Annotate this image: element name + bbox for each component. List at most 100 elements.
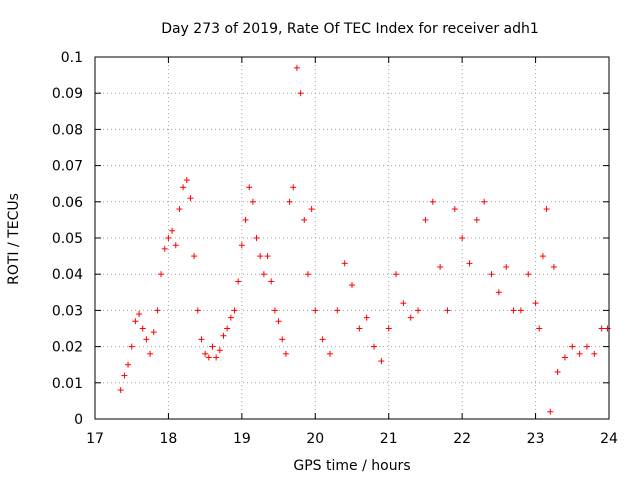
data-point <box>371 343 378 350</box>
data-point <box>260 271 267 278</box>
data-point <box>169 227 176 234</box>
x-tick-label: 20 <box>306 431 324 447</box>
y-tick-label: 0.01 <box>52 376 83 392</box>
data-point <box>238 242 245 249</box>
data-point <box>125 361 132 368</box>
data-point <box>253 235 260 241</box>
data-point <box>275 318 282 325</box>
data-point <box>220 332 227 339</box>
data-point <box>128 343 135 350</box>
data-point <box>459 235 466 241</box>
data-point <box>326 350 333 357</box>
data-point <box>286 198 293 205</box>
data-point <box>341 260 348 267</box>
data-point <box>246 184 253 191</box>
x-tick-label: 17 <box>86 431 104 447</box>
x-tick-label: 23 <box>527 431 545 447</box>
data-point <box>312 307 319 314</box>
data-point <box>510 307 517 314</box>
data-point <box>290 184 297 191</box>
data-point <box>136 311 143 318</box>
data-point <box>604 325 611 332</box>
data-point <box>429 198 436 205</box>
data-point <box>180 184 187 191</box>
data-point <box>143 336 150 343</box>
data-point <box>536 325 543 332</box>
y-tick-label: 0.08 <box>52 122 83 138</box>
data-point <box>363 314 370 321</box>
data-point <box>147 350 154 357</box>
data-point <box>517 307 524 314</box>
data-point <box>165 235 172 241</box>
data-point <box>158 271 165 278</box>
x-axis-label: GPS time / hours <box>293 458 410 474</box>
data-points <box>117 64 611 415</box>
y-axis-label: ROTI / TECUs <box>6 193 22 285</box>
y-tick-labels: 0 0.01 0.02 0.03 0.04 0.05 0.06 0.07 0.08 0.09 0.1 <box>52 50 83 428</box>
data-point <box>150 329 157 336</box>
data-point <box>209 343 216 350</box>
data-point <box>444 307 451 314</box>
data-point <box>224 325 231 332</box>
data-point <box>407 314 414 321</box>
y-tick-label: 0.02 <box>52 340 83 356</box>
data-point <box>268 278 275 285</box>
data-point <box>121 372 128 379</box>
data-point <box>378 358 385 365</box>
y-tick-label: 0.03 <box>52 303 83 319</box>
data-point <box>235 278 242 285</box>
data-point <box>356 325 363 332</box>
data-point <box>598 325 605 332</box>
y-tick-label: 0.07 <box>52 159 83 175</box>
data-point <box>532 300 539 307</box>
data-point <box>264 253 271 260</box>
y-tick-label: 0.06 <box>52 195 83 211</box>
data-point <box>385 325 392 332</box>
chart-title: Day 273 of 2019, Rate Of TEC Index for r… <box>161 21 539 37</box>
data-point <box>161 245 168 252</box>
x-tick-label: 19 <box>233 431 251 447</box>
data-point <box>319 336 326 343</box>
data-point <box>297 90 304 97</box>
data-point <box>301 216 308 223</box>
data-point <box>187 195 194 202</box>
data-point <box>400 300 407 307</box>
data-point <box>213 354 220 361</box>
data-point <box>271 307 278 314</box>
data-point <box>451 206 458 213</box>
data-point <box>293 64 300 71</box>
x-tick-label: 18 <box>160 431 178 447</box>
data-point <box>308 206 315 213</box>
data-point <box>242 216 249 223</box>
y-tick-label: 0.09 <box>52 86 83 102</box>
data-point <box>437 263 444 270</box>
data-point <box>227 314 234 321</box>
grid <box>95 57 609 419</box>
data-point <box>539 253 546 260</box>
data-point <box>139 325 146 332</box>
data-point <box>216 347 223 354</box>
data-point <box>415 307 422 314</box>
data-point <box>249 198 256 205</box>
data-point <box>279 336 286 343</box>
data-point <box>117 387 124 394</box>
y-tick-label: 0.04 <box>52 267 83 283</box>
data-point <box>183 177 190 184</box>
data-point <box>466 260 473 267</box>
data-point <box>154 307 161 314</box>
data-point <box>176 206 183 213</box>
data-point <box>198 336 205 343</box>
data-point <box>583 343 590 350</box>
data-point <box>503 263 510 270</box>
data-point <box>194 307 201 314</box>
data-point <box>304 271 311 278</box>
data-point <box>569 343 576 350</box>
data-point <box>191 253 198 260</box>
data-point <box>561 354 568 361</box>
data-point <box>495 289 502 296</box>
data-point <box>231 307 238 314</box>
data-point <box>334 307 341 314</box>
y-tick-label: 0.05 <box>52 231 83 247</box>
x-tick-label: 22 <box>453 431 471 447</box>
